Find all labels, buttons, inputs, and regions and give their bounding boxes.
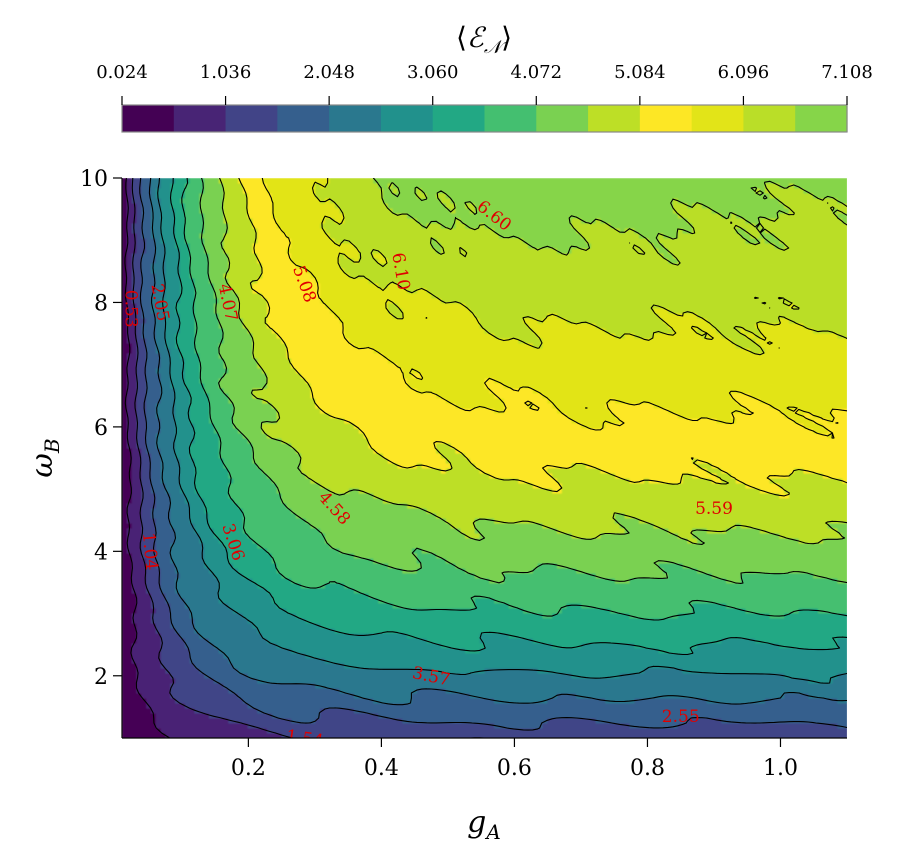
y-tick-label: 2 — [94, 665, 108, 690]
colorbar-tick-label: 7.108 — [821, 62, 873, 83]
colorbar-swatch — [692, 105, 744, 132]
colorbar-swatch — [174, 105, 226, 132]
x-axis-label: gA — [467, 805, 501, 844]
colorbar-swatch — [122, 105, 174, 132]
y-tick-label: 10 — [80, 167, 108, 192]
y-tick-label: 4 — [94, 540, 108, 565]
y-axis-label: ωB — [25, 438, 64, 477]
colorbar-swatch — [795, 105, 847, 132]
contour-label-text: 0.53 — [120, 290, 140, 328]
contour-label: 1.04 — [138, 529, 163, 575]
colorbar-swatch — [743, 105, 795, 132]
colorbar: ⟨ℰ𝒩⟩ 0.024 1.036 2.048 3.060 4.072 5.084 6.096… — [96, 21, 873, 132]
x-tick-label: 0.8 — [630, 756, 665, 781]
colorbar-swatch — [485, 105, 537, 132]
colorbar-tick-label: 2.048 — [303, 62, 355, 83]
colorbar-ticks: 0.024 1.036 2.048 3.060 4.072 5.084 6.096 7.108 — [96, 62, 873, 105]
x-tick-label: 0.2 — [231, 756, 266, 781]
y-tick-label: 8 — [94, 291, 108, 316]
colorbar-swatch — [433, 105, 485, 132]
contour-label-text: 1.04 — [138, 532, 161, 571]
colorbar-tick-label: 0.024 — [96, 62, 148, 83]
colorbar-swatch — [381, 105, 433, 132]
contour-label: 2.55 — [659, 706, 703, 727]
contour-label-text: 5.59 — [695, 499, 733, 519]
plot-area: 0.53 2.05 4.07 5.08 6.106.601.04 3.064.58 5.59… — [25, 167, 848, 844]
colorbar-swatch — [277, 105, 329, 132]
colorbar-swatches — [122, 105, 848, 132]
colorbar-tick-label: 6.096 — [718, 62, 770, 83]
contour-label: 0.53 — [120, 287, 141, 331]
colorbar-tick-label: 1.036 — [200, 62, 252, 83]
x-tick-label: 0.6 — [497, 756, 532, 781]
colorbar-swatch — [226, 105, 278, 132]
x-tick-label: 1.0 — [763, 756, 798, 781]
colorbar-swatch — [329, 105, 381, 132]
colorbar-swatch — [536, 105, 588, 132]
y-tick-label: 6 — [94, 416, 108, 441]
contour-label: 5.59 — [692, 498, 736, 519]
colorbar-tick-label: 5.084 — [614, 62, 666, 83]
x-tick-label: 0.4 — [364, 756, 399, 781]
y-axis-ticks: 2 4 6 8 10 — [80, 167, 122, 690]
colorbar-swatch — [588, 105, 640, 132]
contour-label-text: 1.54 — [285, 726, 325, 751]
x-axis-ticks: 0.2 0.4 0.6 0.8 1.0 — [231, 738, 798, 781]
contour-label-text: 2.55 — [662, 707, 700, 727]
colorbar-tick-label: 3.060 — [407, 62, 459, 83]
contour-fill — [122, 178, 848, 739]
colorbar-swatch — [640, 105, 692, 132]
colorbar-title: ⟨ℰ𝒩⟩ — [456, 21, 512, 58]
colorbar-tick-label: 4.072 — [511, 62, 563, 83]
